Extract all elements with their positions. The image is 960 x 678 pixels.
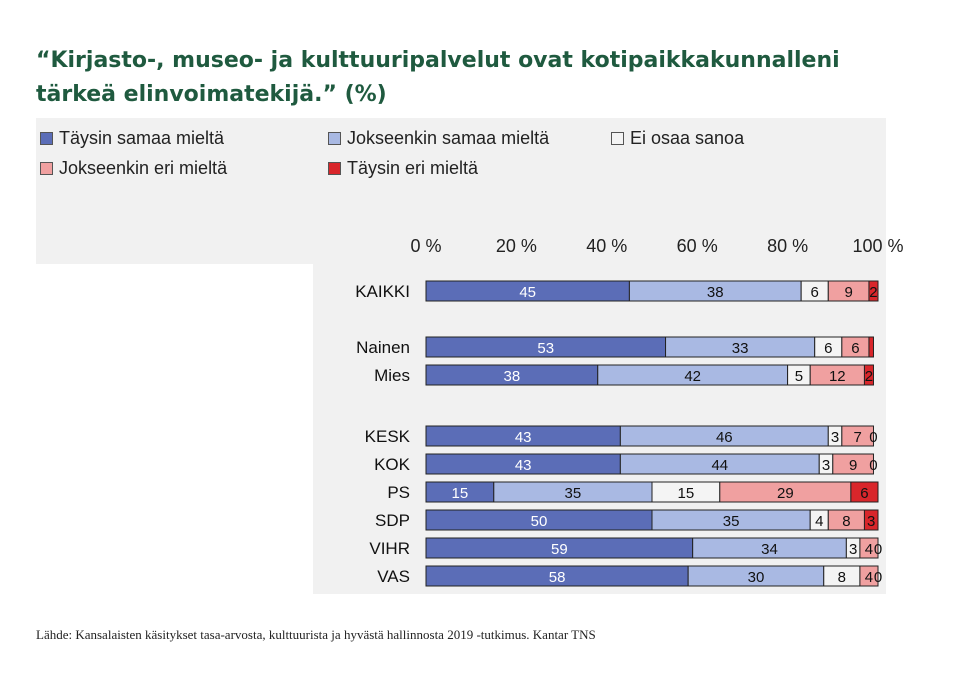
data-label: 42 xyxy=(684,368,701,385)
category-label: KAIKKI xyxy=(355,282,410,301)
category-label: KOK xyxy=(374,455,411,474)
category-label: Nainen xyxy=(356,338,410,357)
legend-swatch xyxy=(328,132,341,145)
data-label: 35 xyxy=(565,485,582,502)
x-tick-label: 80 % xyxy=(767,236,808,256)
bar-segment xyxy=(859,565,879,587)
data-label: 45 xyxy=(519,284,536,301)
data-label: 8 xyxy=(842,513,850,530)
data-label: 35 xyxy=(723,513,740,530)
data-label: 7 xyxy=(853,429,861,446)
data-label: 4 xyxy=(865,541,873,558)
data-label: 4 xyxy=(865,569,873,586)
category-label: PS xyxy=(387,483,410,502)
data-label: 33 xyxy=(732,340,749,357)
legend-item-ei-osaa: Ei osaa sanoa xyxy=(611,128,744,149)
legend-item-jokseenkin-eri: Jokseenkin eri mieltä xyxy=(40,158,227,179)
x-tick-label: 20 % xyxy=(496,236,537,256)
legend-label: Jokseenkin samaa mieltä xyxy=(347,128,550,148)
data-label: 50 xyxy=(531,513,548,530)
legend-label: Täysin samaa mieltä xyxy=(59,128,225,148)
data-label: 44 xyxy=(711,457,728,474)
data-label: 38 xyxy=(707,284,724,301)
data-label: 15 xyxy=(452,485,469,502)
data-label: 58 xyxy=(549,569,566,586)
data-label: 0 xyxy=(869,457,877,474)
legend-label: Ei osaa sanoa xyxy=(630,128,745,148)
bar-segment xyxy=(850,481,879,503)
data-label: 43 xyxy=(515,429,532,446)
data-label: 46 xyxy=(716,429,733,446)
bar-segment xyxy=(868,280,879,302)
x-tick-label: 0 % xyxy=(410,236,441,256)
legend-swatch xyxy=(611,132,624,145)
bar-segment xyxy=(863,509,879,531)
data-label: 0 xyxy=(874,541,882,558)
x-tick-label: 60 % xyxy=(677,236,718,256)
data-label: 34 xyxy=(761,541,778,558)
bar-segment xyxy=(863,364,874,386)
data-label: 8 xyxy=(838,569,846,586)
legend-swatch xyxy=(40,162,53,175)
data-label: 12 xyxy=(829,368,846,385)
chart-title: “Kirjasto-, museo- ja kulttuuripalvelut … xyxy=(36,48,840,107)
data-label: 43 xyxy=(515,457,532,474)
category-label: SDP xyxy=(375,511,410,530)
data-label: 3 xyxy=(831,429,839,446)
bar-segment xyxy=(832,453,874,475)
bar-segment xyxy=(841,425,874,447)
legend-item-taysin-eri: Täysin eri mieltä xyxy=(328,158,478,179)
bar-segment xyxy=(859,537,879,559)
data-label: 2 xyxy=(865,368,873,385)
data-label: 29 xyxy=(777,485,794,502)
data-label: 2 xyxy=(869,284,877,301)
data-label: 15 xyxy=(678,485,695,502)
data-label: 9 xyxy=(849,457,857,474)
category-label: KESK xyxy=(365,427,411,446)
legend-item-jokseenkin-samaa: Jokseenkin samaa mieltä xyxy=(328,128,549,149)
data-label: 53 xyxy=(537,340,554,357)
x-tick-label: 100 % xyxy=(852,236,903,256)
data-label: 3 xyxy=(849,541,857,558)
data-label: 3 xyxy=(867,513,875,530)
legend-label: Jokseenkin eri mieltä xyxy=(59,158,228,178)
data-label: 38 xyxy=(504,368,521,385)
data-label: 6 xyxy=(824,340,832,357)
data-label: 6 xyxy=(851,340,859,357)
category-label: VAS xyxy=(377,567,410,586)
category-label: VIHR xyxy=(369,539,410,558)
data-label: 0 xyxy=(869,429,877,446)
legend-swatch xyxy=(40,132,53,145)
bar-segment xyxy=(868,336,874,358)
source-note: Lähde: Kansalaisten käsitykset tasa-arvo… xyxy=(36,627,596,642)
legend-item-taysin-samaa: Täysin samaa mieltä xyxy=(40,128,224,149)
legend-label: Täysin eri mieltä xyxy=(347,158,479,178)
legend-swatch xyxy=(328,162,341,175)
x-tick-label: 40 % xyxy=(586,236,627,256)
chart-panel xyxy=(36,118,886,264)
data-label: 6 xyxy=(860,485,868,502)
data-label: 0 xyxy=(874,569,882,586)
data-label: 9 xyxy=(844,284,852,301)
data-label: 59 xyxy=(551,541,568,558)
data-label: 3 xyxy=(822,457,830,474)
data-label: 4 xyxy=(815,513,823,530)
data-label: 5 xyxy=(795,368,803,385)
data-label: 6 xyxy=(811,284,819,301)
category-label: Mies xyxy=(374,366,410,385)
legend: Täysin samaa mieltä Jokseenkin samaa mie… xyxy=(40,128,860,188)
data-label: 30 xyxy=(748,569,765,586)
